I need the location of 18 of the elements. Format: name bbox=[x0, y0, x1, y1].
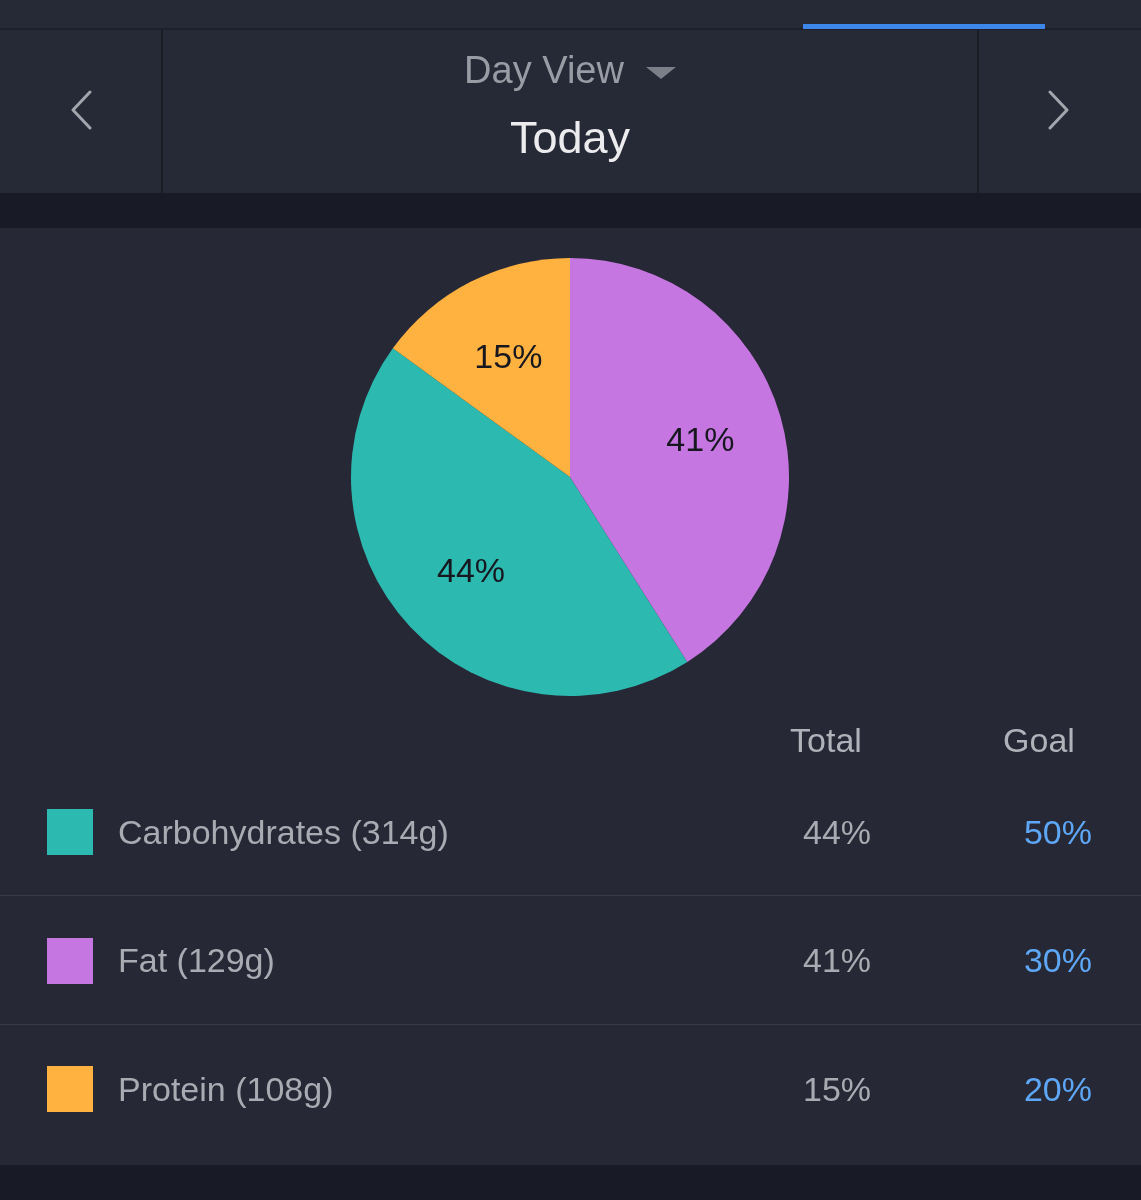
data-label: 44% bbox=[436, 550, 506, 589]
chart-subtitle: Day View bbox=[464, 49, 624, 91]
data-label: 41% bbox=[666, 420, 735, 459]
text: 15% bbox=[803, 1069, 872, 1108]
text: 41% bbox=[803, 941, 872, 980]
chart-title: Today bbox=[508, 111, 632, 165]
legend-label: Fat (129g) bbox=[118, 941, 275, 980]
data-label: 15% bbox=[474, 337, 543, 376]
pie-slice bbox=[392, 258, 570, 477]
text: 30% bbox=[1023, 941, 1092, 980]
text: 50% bbox=[1023, 812, 1092, 851]
text: Total bbox=[790, 720, 862, 759]
text: Goal bbox=[1003, 720, 1075, 759]
legend-label: Carbohydrates (314g) bbox=[118, 812, 449, 851]
pie-slice bbox=[570, 258, 789, 662]
text: 20% bbox=[1023, 1069, 1092, 1108]
text: 44% bbox=[803, 812, 872, 851]
legend-label: Protein (108g) bbox=[118, 1069, 334, 1108]
